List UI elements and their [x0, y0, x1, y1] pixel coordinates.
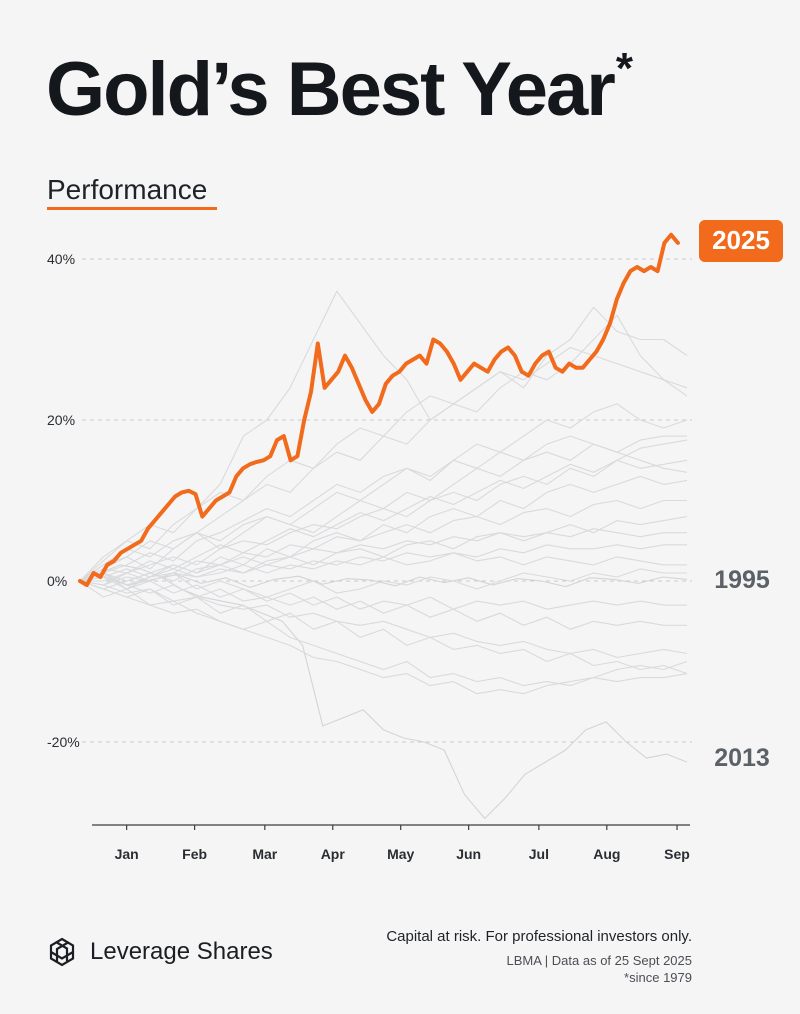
series-line-other-14: [80, 581, 687, 674]
series-line-other-9: [80, 501, 687, 582]
data-source: LBMA | Data as of 25 Sept 2025: [507, 952, 693, 969]
source-note: LBMA | Data as of 25 Sept 2025 *since 19…: [507, 952, 693, 986]
series-line-other-16: [80, 581, 687, 686]
y-tick-label: 0%: [47, 573, 67, 589]
series-line-other-5: [80, 404, 687, 581]
disclaimer: Capital at risk. For professional invest…: [386, 928, 692, 945]
x-tick-label: Jul: [529, 846, 549, 862]
x-tick-label: Mar: [252, 846, 277, 862]
leverage-shares-logo-icon: [46, 936, 78, 968]
brand: Leverage Shares: [46, 936, 273, 968]
series-line-other-20: [80, 581, 687, 694]
x-tick-label: Sep: [664, 846, 690, 862]
series-line-other-23: [80, 348, 687, 582]
series-line-other-18: [80, 577, 687, 609]
y-tick-label: 20%: [47, 412, 75, 428]
x-tick-label: May: [387, 846, 414, 862]
y-tick-label: -20%: [47, 734, 80, 750]
footnote: *since 1979: [507, 969, 693, 986]
label-2025: 2025: [712, 225, 770, 255]
x-tick-label: Jan: [115, 846, 139, 862]
brand-name: Leverage Shares: [90, 938, 273, 966]
x-tick-label: Jun: [456, 846, 481, 862]
series-line-2025: [80, 235, 678, 585]
label-2013: 2013: [714, 744, 770, 772]
y-tick-label: 40%: [47, 251, 75, 267]
x-tick-label: Feb: [182, 846, 207, 862]
x-tick-label: Aug: [593, 846, 620, 862]
x-tick-label: Apr: [321, 846, 346, 862]
performance-chart: -20% 0% 20% 40% Jan Feb Mar Apr May Jun Jul Aug Sep 2…: [0, 0, 800, 880]
label-1995: 1995: [714, 566, 770, 594]
